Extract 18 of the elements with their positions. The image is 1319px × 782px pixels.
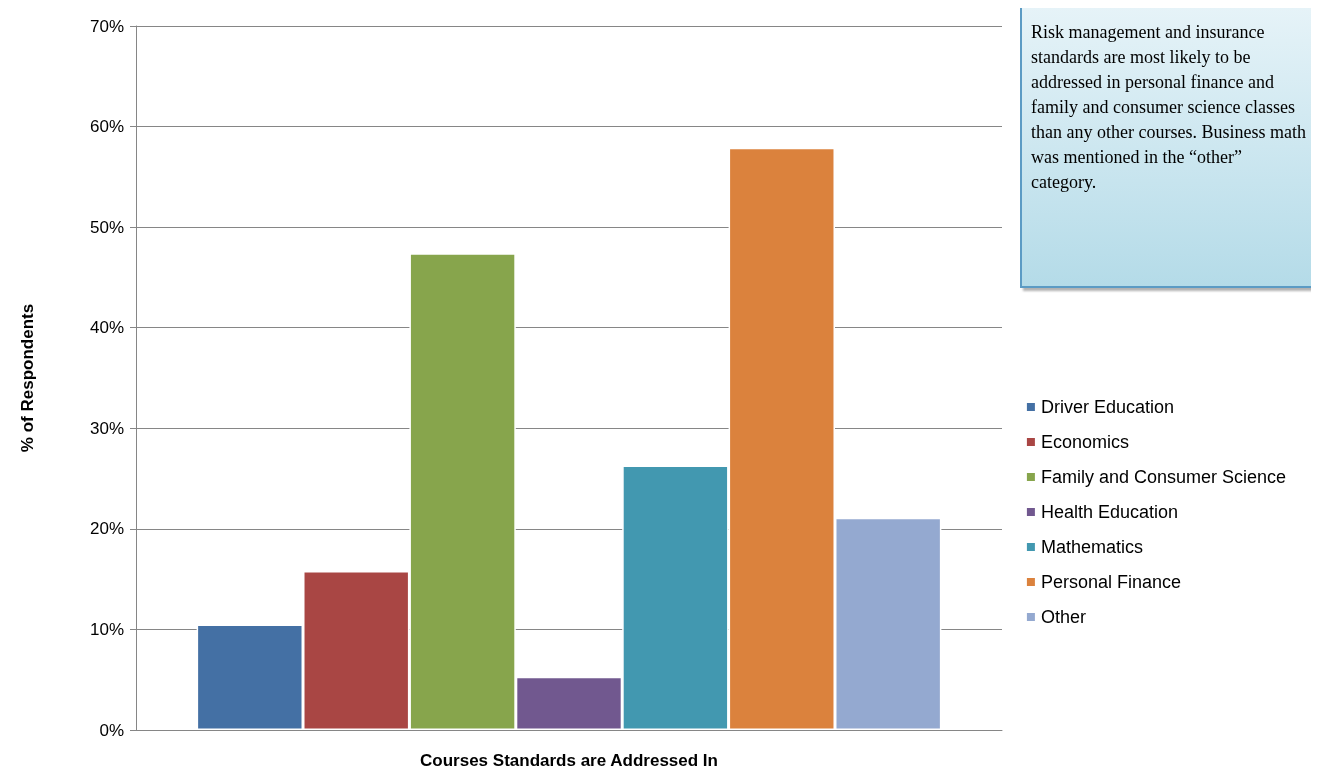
legend-label: Family and Consumer Science [1040, 467, 1287, 487]
legend-label: Personal Finance [1040, 572, 1181, 592]
y-tick-label: 0% [99, 720, 124, 740]
y-axis-title: % of Respondents [18, 303, 37, 453]
legend-label: Other [1040, 607, 1086, 627]
legend-label: Economics [1040, 432, 1129, 452]
y-tick-label: 10% [89, 619, 124, 639]
x-axis-title: Courses Standards are Addressed In [420, 751, 718, 770]
y-tick-label: 40% [89, 318, 124, 338]
legend-label: Mathematics [1040, 537, 1143, 557]
y-tick-label: 60% [89, 117, 124, 137]
y-tick-label: 30% [89, 418, 124, 438]
legend-label: Health Education [1040, 502, 1178, 522]
text: Risk management and insurance standards are most likely to be addressed in personal finance and family and consumer science classes than any other courses. Business math was mentioned in the “other” category. [1031, 21, 1311, 192]
y-tick-label: 70% [89, 16, 124, 36]
legend-label: Driver Education [1040, 397, 1174, 417]
y-tick-label: 50% [89, 217, 124, 237]
y-tick-label: 20% [89, 519, 124, 539]
